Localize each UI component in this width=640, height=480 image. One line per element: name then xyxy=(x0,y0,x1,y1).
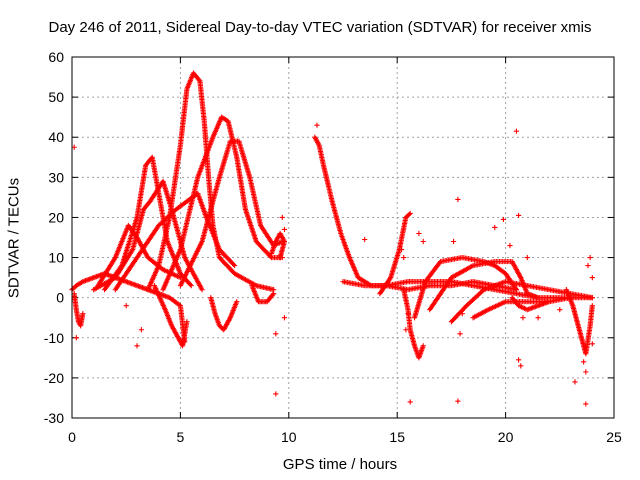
data-point xyxy=(507,242,513,249)
data-point xyxy=(500,216,507,223)
data-point xyxy=(187,281,193,288)
data-point xyxy=(199,287,205,293)
data-point xyxy=(123,303,129,309)
data-point xyxy=(459,311,465,317)
data-point xyxy=(557,307,563,313)
data-point xyxy=(281,226,288,233)
data-point xyxy=(589,341,595,347)
data-point xyxy=(524,254,530,261)
data-point xyxy=(273,331,279,337)
data-point xyxy=(546,299,552,305)
data-point xyxy=(585,262,591,269)
data-point xyxy=(398,246,405,253)
data-point xyxy=(589,275,595,281)
data-point xyxy=(281,315,288,321)
data-point xyxy=(492,224,498,231)
y-tick-label: -20 xyxy=(44,370,64,386)
data-point xyxy=(401,254,407,261)
data-point xyxy=(589,303,595,309)
data-point xyxy=(362,236,368,243)
data-point xyxy=(405,311,411,317)
data-point xyxy=(234,299,240,305)
data-point xyxy=(159,266,165,272)
data-point xyxy=(455,196,461,202)
y-axis-label: SDTVAR / TECUs xyxy=(5,177,23,299)
data-point xyxy=(267,253,273,260)
data-point xyxy=(589,295,595,301)
data-point xyxy=(407,399,413,405)
data-point xyxy=(516,357,522,363)
data-point xyxy=(416,230,422,237)
data-point xyxy=(232,262,238,269)
x-tick-label: 15 xyxy=(389,429,405,445)
y-tick-label: 20 xyxy=(48,209,64,225)
y-tick-label: 10 xyxy=(48,250,64,266)
data-point xyxy=(583,369,589,375)
y-tick-label: 0 xyxy=(56,290,64,306)
data-point xyxy=(535,315,541,321)
data-point xyxy=(518,363,524,369)
chart-title: Day 246 of 2011, Sidereal Day-to-day VTE… xyxy=(48,19,592,36)
data-point xyxy=(420,238,426,245)
data-point xyxy=(230,261,237,268)
plot-frame xyxy=(71,56,615,419)
y-tick-label: 50 xyxy=(48,89,64,105)
data-point xyxy=(403,327,409,333)
data-point xyxy=(277,254,283,261)
y-tick-label: 60 xyxy=(48,49,64,65)
data-point xyxy=(314,122,320,128)
data-point xyxy=(270,292,276,298)
data-point xyxy=(583,401,589,407)
data-point xyxy=(450,238,457,245)
data-point xyxy=(480,288,486,294)
data-point xyxy=(513,287,520,293)
data-point xyxy=(273,391,279,397)
data-point xyxy=(134,343,140,349)
x-tick-label: 0 xyxy=(68,429,76,445)
x-tick-label: 5 xyxy=(177,429,185,445)
axis-ticks: 0 5 10 15 20 25 -30 -20 -10 0 10 20 30 40 50 60 xyxy=(44,49,622,445)
data-point xyxy=(516,212,522,219)
data-point xyxy=(138,327,144,333)
x-axis-label: GPS time / hours xyxy=(282,456,398,473)
data-point xyxy=(184,319,190,325)
x-tick-label: 25 xyxy=(606,429,622,445)
data-point xyxy=(80,311,86,317)
y-tick-label: -30 xyxy=(44,410,64,426)
data-point xyxy=(587,254,593,261)
y-tick-label: -10 xyxy=(44,330,64,346)
x-tick-label: 20 xyxy=(498,429,514,445)
data-point xyxy=(177,275,183,281)
data-points xyxy=(69,70,595,407)
data-point xyxy=(407,210,413,217)
data-point xyxy=(455,398,461,404)
data-point xyxy=(406,211,412,218)
data-point xyxy=(279,214,285,221)
data-point xyxy=(271,291,277,297)
y-tick-label: 30 xyxy=(48,169,64,185)
data-point xyxy=(73,335,79,341)
data-point xyxy=(581,359,587,365)
x-tick-label: 10 xyxy=(281,429,297,445)
data-point xyxy=(196,77,202,83)
data-point xyxy=(520,315,526,321)
data-point xyxy=(572,379,578,385)
data-point xyxy=(457,331,463,337)
data-point xyxy=(188,283,194,289)
y-tick-label: 40 xyxy=(48,129,64,145)
data-point xyxy=(513,128,520,134)
data-point xyxy=(420,343,426,349)
